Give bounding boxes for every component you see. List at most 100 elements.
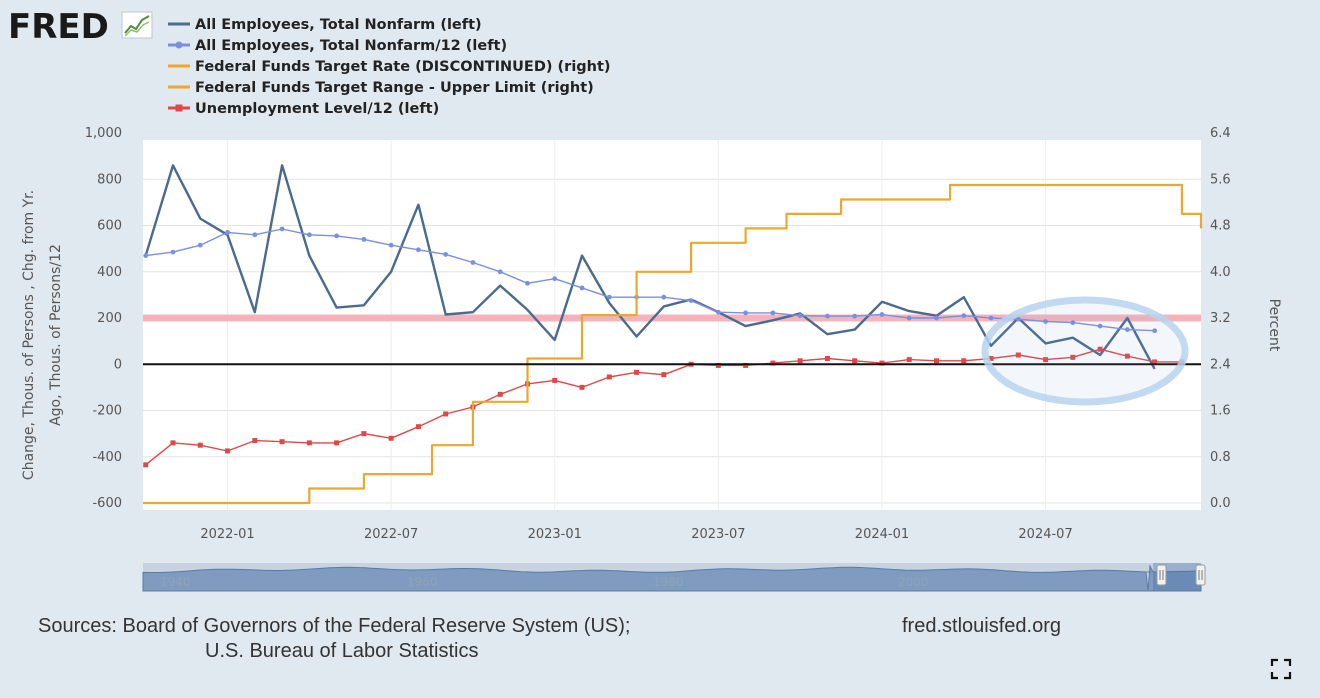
x-tick-label: 2024-07 [1018, 527, 1072, 542]
data-point [988, 355, 994, 361]
data-point [388, 435, 394, 441]
fred-logo[interactable]: FRED [8, 7, 153, 47]
data-point [143, 462, 149, 468]
data-point [225, 230, 230, 235]
legend: All Employees, Total Nonfarm (left) All … [168, 17, 611, 117]
data-point [988, 315, 994, 321]
svg-text:1940: 1940 [160, 575, 191, 589]
data-point [443, 252, 449, 257]
data-point [334, 440, 340, 446]
y-right-tick-label: 4.8 [1210, 219, 1231, 234]
legend-label: Unemployment Level/12 (left) [195, 101, 439, 117]
data-point [1152, 359, 1158, 365]
data-point [170, 440, 176, 446]
data-point [552, 377, 558, 383]
navigator-handle-left[interactable] [1156, 564, 1167, 586]
data-point [661, 294, 667, 300]
data-point [1124, 353, 1130, 359]
highlight-ellipse [981, 296, 1189, 406]
data-point [497, 391, 503, 397]
data-point [743, 362, 749, 368]
y-right-tick-label: 4.0 [1210, 265, 1231, 280]
legend-item[interactable]: All Employees, Total Nonfarm (left) [168, 17, 482, 33]
sources-line-2: U.S. Bureau of Labor Statistics [205, 640, 479, 662]
data-point [906, 357, 912, 363]
data-point [743, 310, 749, 316]
data-point [334, 233, 340, 239]
legend-item[interactable]: Federal Funds Target Range - Upper Limit… [168, 80, 594, 96]
data-point [824, 355, 830, 361]
data-point [279, 439, 285, 445]
legend-label: Federal Funds Target Range - Upper Limit… [195, 80, 594, 96]
svg-text:2000: 2000 [898, 575, 929, 589]
data-point [1043, 319, 1048, 324]
data-point [606, 374, 612, 380]
y-right-tick-label: 6.4 [1210, 126, 1231, 141]
y-left-tick-label: 1,000 [85, 126, 122, 141]
y-left-tick-label: 800 [97, 172, 122, 187]
x-tick-label: 2023-07 [691, 527, 745, 542]
data-point [416, 247, 421, 253]
y-left-tick-label: 600 [97, 219, 122, 234]
series-group [143, 226, 1158, 334]
data-point [1097, 346, 1103, 352]
fred-url[interactable]: fred.stlouisfed.org [902, 615, 1061, 637]
data-point [797, 358, 803, 364]
data-point [688, 298, 694, 304]
y-axis-right-title: Percent [1266, 299, 1282, 352]
svg-text:1980: 1980 [653, 575, 684, 589]
y-axis-left-title-line1: Change, Thous. of Persons , Chg. from Yr… [21, 190, 37, 480]
data-point [143, 253, 149, 258]
data-point [934, 315, 939, 321]
legend-item[interactable]: Federal Funds Target Rate (DISCONTINUED)… [168, 59, 611, 75]
data-point [825, 313, 830, 319]
data-point [715, 362, 721, 368]
series [143, 164, 1203, 505]
legend-item[interactable]: All Employees, Total Nonfarm/12 (left) [168, 38, 507, 54]
data-point [552, 276, 558, 282]
data-point [388, 242, 394, 248]
data-point [797, 313, 803, 319]
data-point [1015, 352, 1021, 358]
data-point [1124, 327, 1130, 332]
data-point [1070, 320, 1076, 326]
series-line [143, 183, 1203, 505]
y-right-tick-label: 2.4 [1210, 357, 1231, 372]
data-point [252, 438, 258, 444]
data-point [225, 448, 231, 454]
y-axis-left-title-line2: Ago, Thous. of Persons/12 [48, 244, 64, 426]
data-point [197, 242, 203, 248]
y-right-tick-label: 1.6 [1210, 404, 1231, 419]
data-point [579, 285, 585, 291]
data-point [715, 309, 721, 315]
data-point [1097, 323, 1103, 329]
y-left-tick-label: 0 [114, 357, 122, 372]
data-point [934, 358, 939, 364]
y-left-tick-label: -600 [92, 496, 122, 511]
legend-item[interactable]: Unemployment Level/12 (left) [168, 101, 439, 117]
data-point [961, 313, 967, 319]
y-right-tick-label: 0.8 [1210, 450, 1231, 465]
data-point [1015, 316, 1021, 322]
y-right-tick-label: 5.6 [1210, 172, 1231, 187]
data-point [279, 226, 285, 232]
data-point [252, 232, 258, 238]
legend-label: Federal Funds Target Rate (DISCONTINUED)… [195, 59, 611, 75]
x-tick-label: 2022-01 [200, 527, 254, 542]
data-point [879, 360, 885, 366]
x-tick-label: 2024-01 [855, 527, 909, 542]
data-point [306, 440, 312, 446]
data-point [579, 384, 585, 390]
legend-label: All Employees, Total Nonfarm/12 (left) [195, 38, 507, 54]
y-left-tick-label: -200 [92, 404, 122, 419]
y-left-tick-label: -400 [92, 450, 122, 465]
range-navigator[interactable]: 1940 1960 1980 2000 [142, 563, 1206, 592]
fred-graph-icon [121, 11, 153, 39]
data-point [606, 294, 612, 300]
navigator-handle-right[interactable] [1195, 564, 1206, 586]
legend-label: All Employees, Total Nonfarm (left) [195, 17, 482, 33]
highlight [981, 296, 1189, 406]
fullscreen-icon[interactable] [1270, 658, 1292, 680]
y-left-tick-label: 400 [97, 265, 122, 280]
